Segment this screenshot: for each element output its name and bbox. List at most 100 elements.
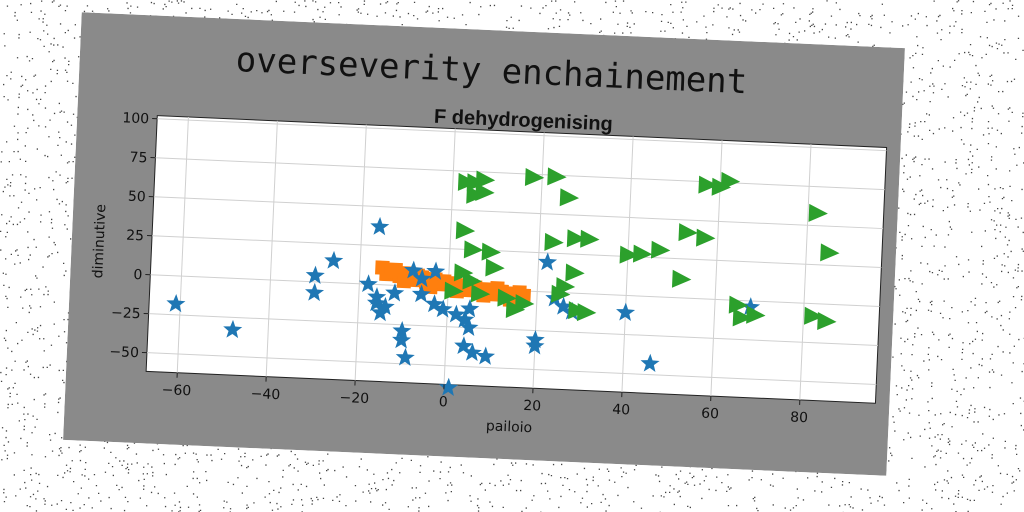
star-point xyxy=(412,268,432,288)
data-marks xyxy=(166,167,840,397)
chart-svg: overseverity enchainement F dehydrogenis… xyxy=(63,12,905,476)
x-tick-label: 60 xyxy=(701,406,720,423)
x-grid-line xyxy=(621,136,634,393)
triangle-point xyxy=(544,232,564,251)
star-point xyxy=(424,294,444,313)
triangle-point xyxy=(485,258,505,277)
x-tick-label: −40 xyxy=(250,386,280,403)
x-grid-line xyxy=(443,128,456,385)
triangle-point xyxy=(576,303,597,322)
star-point xyxy=(454,336,474,355)
star-point xyxy=(553,296,573,316)
triangle-point xyxy=(732,308,753,327)
triangle-point xyxy=(720,171,741,190)
star-point xyxy=(404,260,424,279)
triangle-point xyxy=(547,167,567,186)
star-point xyxy=(538,252,558,271)
x-tick-label: 40 xyxy=(612,402,631,419)
y-tick-label: 25 xyxy=(126,228,145,245)
axis-ticks: −60 −40 −20 0 20 40 60 80 −50 −25 0 25 50 75 100 xyxy=(109,110,809,427)
triangle-point xyxy=(650,240,671,259)
triangle-point xyxy=(817,312,837,331)
x-axis-label: pailoio xyxy=(486,418,533,436)
star-point xyxy=(395,347,415,367)
y-tick-label: 0 xyxy=(133,267,143,283)
star-point xyxy=(305,265,325,284)
triangle-point xyxy=(696,228,716,247)
star-point xyxy=(358,274,378,293)
triangle-point xyxy=(632,244,653,263)
triangle-point xyxy=(746,305,766,324)
x-tick-label: −20 xyxy=(339,390,369,407)
star-point xyxy=(426,261,446,280)
y-grid-line xyxy=(155,157,885,191)
triangle-point xyxy=(671,269,692,288)
star-point xyxy=(446,304,466,323)
triangle-point xyxy=(444,281,464,300)
y-grid-line xyxy=(153,196,884,230)
x-tick-label: 0 xyxy=(438,394,448,410)
y-grid-line xyxy=(148,313,878,347)
triangle-point xyxy=(566,229,587,248)
x-tick-label: −60 xyxy=(161,382,191,399)
triangle-point xyxy=(559,188,580,207)
triangle-point xyxy=(462,271,482,290)
x-grid-line xyxy=(265,120,278,377)
triangle-point xyxy=(455,221,476,240)
triangle-point xyxy=(475,170,496,189)
triangle-point xyxy=(580,229,600,248)
triangle-point xyxy=(463,240,484,259)
square-point xyxy=(423,279,438,295)
star-point xyxy=(433,299,453,318)
star-point xyxy=(392,320,412,340)
x-grid-line xyxy=(176,116,189,373)
triangle-point xyxy=(470,284,491,303)
y-grid-line xyxy=(152,235,882,269)
star-point xyxy=(223,319,243,339)
y-grid-line xyxy=(157,118,887,152)
triangle-point xyxy=(565,263,585,282)
y-tick-label: 100 xyxy=(122,110,149,127)
triangle-point xyxy=(698,175,718,194)
star-point xyxy=(370,302,390,322)
triangle-point xyxy=(551,284,571,303)
plot-area xyxy=(145,115,888,404)
star-point xyxy=(616,302,636,321)
y-tick-label: 75 xyxy=(129,150,148,167)
square-point xyxy=(383,263,399,279)
star-point xyxy=(741,297,761,316)
star-point xyxy=(370,216,390,236)
triangle-point xyxy=(475,183,495,202)
star-point xyxy=(640,353,660,373)
triangle-point xyxy=(820,243,840,262)
y-grid-line xyxy=(146,352,877,386)
x-grid-line xyxy=(354,124,367,381)
y-tick-label: −50 xyxy=(109,344,139,361)
star-point xyxy=(166,293,186,313)
star-point xyxy=(476,346,496,365)
triangle-point xyxy=(619,245,639,264)
triangle-point xyxy=(728,295,749,314)
chart-figure: overseverity enchainement F dehydrogenis… xyxy=(63,12,905,476)
x-tick-label: 80 xyxy=(790,410,809,427)
triangle-point xyxy=(497,288,517,307)
triangle-point xyxy=(481,242,501,261)
triangle-point xyxy=(524,168,545,186)
x-tick-label: 20 xyxy=(523,398,542,415)
star-point xyxy=(462,342,482,362)
star-point xyxy=(525,336,545,355)
y-axis-label: diminutive xyxy=(90,204,109,279)
star-point xyxy=(455,309,475,329)
triangle-point xyxy=(678,223,698,242)
star-point xyxy=(305,282,325,302)
y-tick-label: −25 xyxy=(111,305,141,322)
star-point xyxy=(385,283,405,302)
star-point xyxy=(459,317,479,336)
star-point xyxy=(411,284,431,303)
star-point xyxy=(392,330,412,349)
star-point xyxy=(324,250,344,270)
star-point xyxy=(439,377,459,397)
star-point xyxy=(460,298,480,318)
y-tick-label: 50 xyxy=(128,189,147,206)
triangle-point xyxy=(514,294,535,313)
